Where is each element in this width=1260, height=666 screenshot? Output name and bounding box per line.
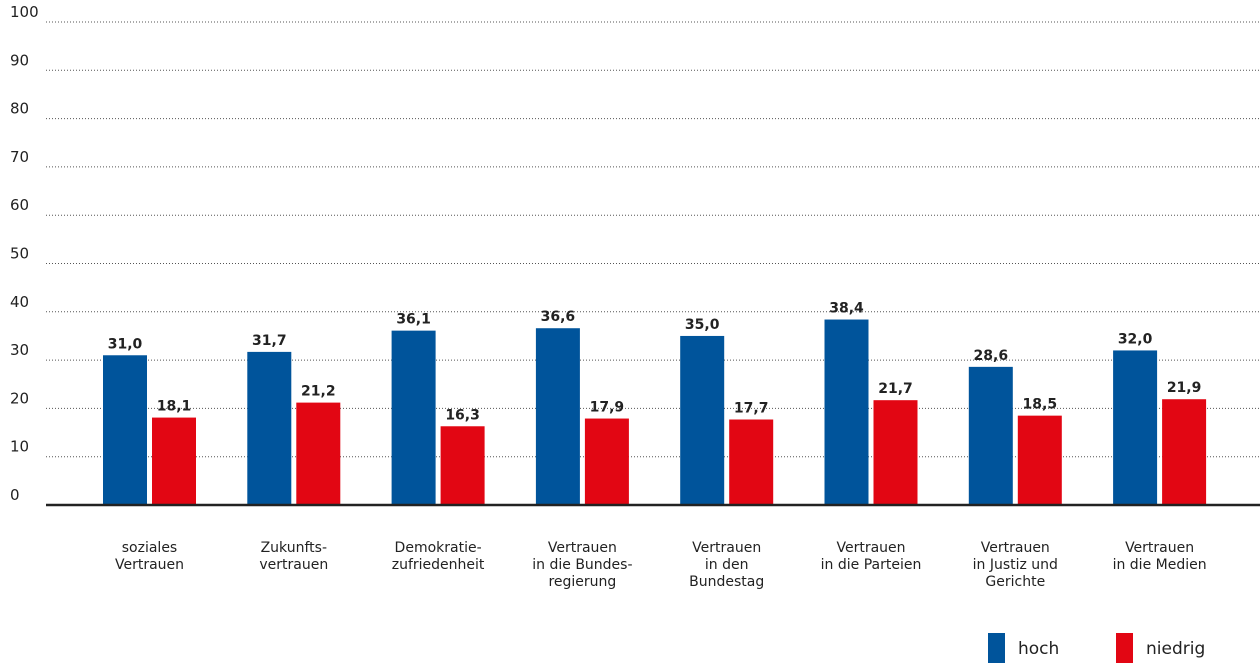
value-label: 21,2 <box>301 384 336 400</box>
category-label-line: in den <box>705 557 749 573</box>
category-label-line: in Justiz und <box>973 557 1058 573</box>
bar-niedrig <box>1162 399 1207 505</box>
legend-swatch-hoch <box>988 633 1005 663</box>
category-label-line: Vertrauen <box>548 540 617 556</box>
value-label: 36,6 <box>541 309 576 325</box>
value-label: 21,9 <box>1167 380 1202 396</box>
value-label: 38,4 <box>829 301 864 317</box>
legend-label: niedrig <box>1146 639 1205 659</box>
category-label-line: Vertrauen <box>692 540 761 556</box>
y-tick-label: 30 <box>10 341 29 359</box>
value-label: 36,1 <box>396 312 431 328</box>
value-label: 18,1 <box>157 399 192 415</box>
bar-hoch <box>103 355 147 505</box>
value-label: 31,0 <box>108 336 143 352</box>
bar-niedrig <box>584 418 629 505</box>
value-label: 16,3 <box>445 407 480 423</box>
legend: hoch niedrig <box>988 633 1205 663</box>
value-label: 28,6 <box>974 348 1009 364</box>
category-label-line: Zukunfts- <box>261 540 327 556</box>
category-label: Vertrauen in den Bundestag <box>689 540 764 590</box>
legend-label: hoch <box>1018 639 1059 659</box>
category-label-line: in die Bundes- <box>532 557 632 573</box>
category-label-line: soziales <box>122 540 177 556</box>
bar-hoch <box>535 328 580 505</box>
bar-niedrig <box>729 419 774 505</box>
bar-niedrig <box>440 426 485 505</box>
value-label: 17,9 <box>590 400 625 416</box>
category-label-line: vertrauen <box>259 557 328 573</box>
y-tick-label: 40 <box>10 293 29 311</box>
value-label: 21,7 <box>878 381 913 397</box>
category-label: soziales Vertrauen <box>115 540 184 573</box>
category-label-line: Gerichte <box>985 574 1045 590</box>
bar-hoch <box>1113 350 1158 505</box>
category-label: Demokratie-zufriedenheit <box>392 540 485 573</box>
category-label: Vertrauen in Justiz und Gerichte <box>973 540 1058 590</box>
y-tick-label: 50 <box>10 245 29 263</box>
value-label: 17,7 <box>734 401 769 417</box>
category-label-line: regierung <box>548 574 616 590</box>
category-label-line: zufriedenheit <box>392 557 485 573</box>
y-tick-label: 60 <box>10 196 29 214</box>
category-label: Zukunfts-vertrauen <box>259 540 328 573</box>
y-tick-label: 0 <box>10 486 20 504</box>
bar-hoch <box>824 319 869 505</box>
category-label-line: in die Medien <box>1113 557 1207 573</box>
y-tick-label: 10 <box>10 438 29 456</box>
bar-hoch <box>968 366 1013 505</box>
legend-swatch-niedrig <box>1116 633 1133 663</box>
y-tick-label: 20 <box>10 389 29 407</box>
category-label-line: in die Parteien <box>821 557 922 573</box>
y-tick-label: 80 <box>10 100 29 118</box>
y-tick-label: 70 <box>10 148 29 166</box>
category-label: Vertrauen in die Parteien <box>821 540 922 573</box>
value-label: 31,7 <box>252 333 287 349</box>
value-label: 35,0 <box>685 317 720 333</box>
bar-hoch <box>391 330 436 505</box>
bar-hoch <box>247 351 292 505</box>
bar-niedrig <box>1017 415 1062 505</box>
category-label-line: Vertrauen <box>836 540 905 556</box>
category-label-line: Bundestag <box>689 574 764 590</box>
bar-niedrig <box>296 402 341 505</box>
bar-niedrig <box>152 417 196 505</box>
category-label-line: Vertrauen <box>981 540 1050 556</box>
grid-lines <box>46 21 1260 458</box>
category-label: Vertrauen in die Bundes-regierung <box>532 540 632 590</box>
y-tick-label: 90 <box>10 51 29 69</box>
y-tick-label: 100 <box>10 3 39 21</box>
bars <box>103 319 1207 505</box>
category-label-line: Vertrauen <box>1125 540 1194 556</box>
category-label-line: Demokratie- <box>395 540 482 556</box>
bar-hoch <box>680 335 725 505</box>
category-labels: soziales VertrauenZukunfts-vertrauenDemok… <box>115 540 1207 590</box>
y-axis-ticks: 0 10 20 30 40 50 60 70 80 90 100 <box>10 3 39 504</box>
category-label-line: Vertrauen <box>115 557 184 573</box>
value-label: 32,0 <box>1118 331 1153 347</box>
bar-niedrig <box>873 400 918 505</box>
category-label: Vertrauen in die Medien <box>1113 540 1207 573</box>
value-label: 18,5 <box>1023 397 1058 413</box>
value-labels: 31,0 18,1 31,7 21,2 36,1 16,3 36,6 17,9 35,0 17,7… <box>108 301 1202 424</box>
